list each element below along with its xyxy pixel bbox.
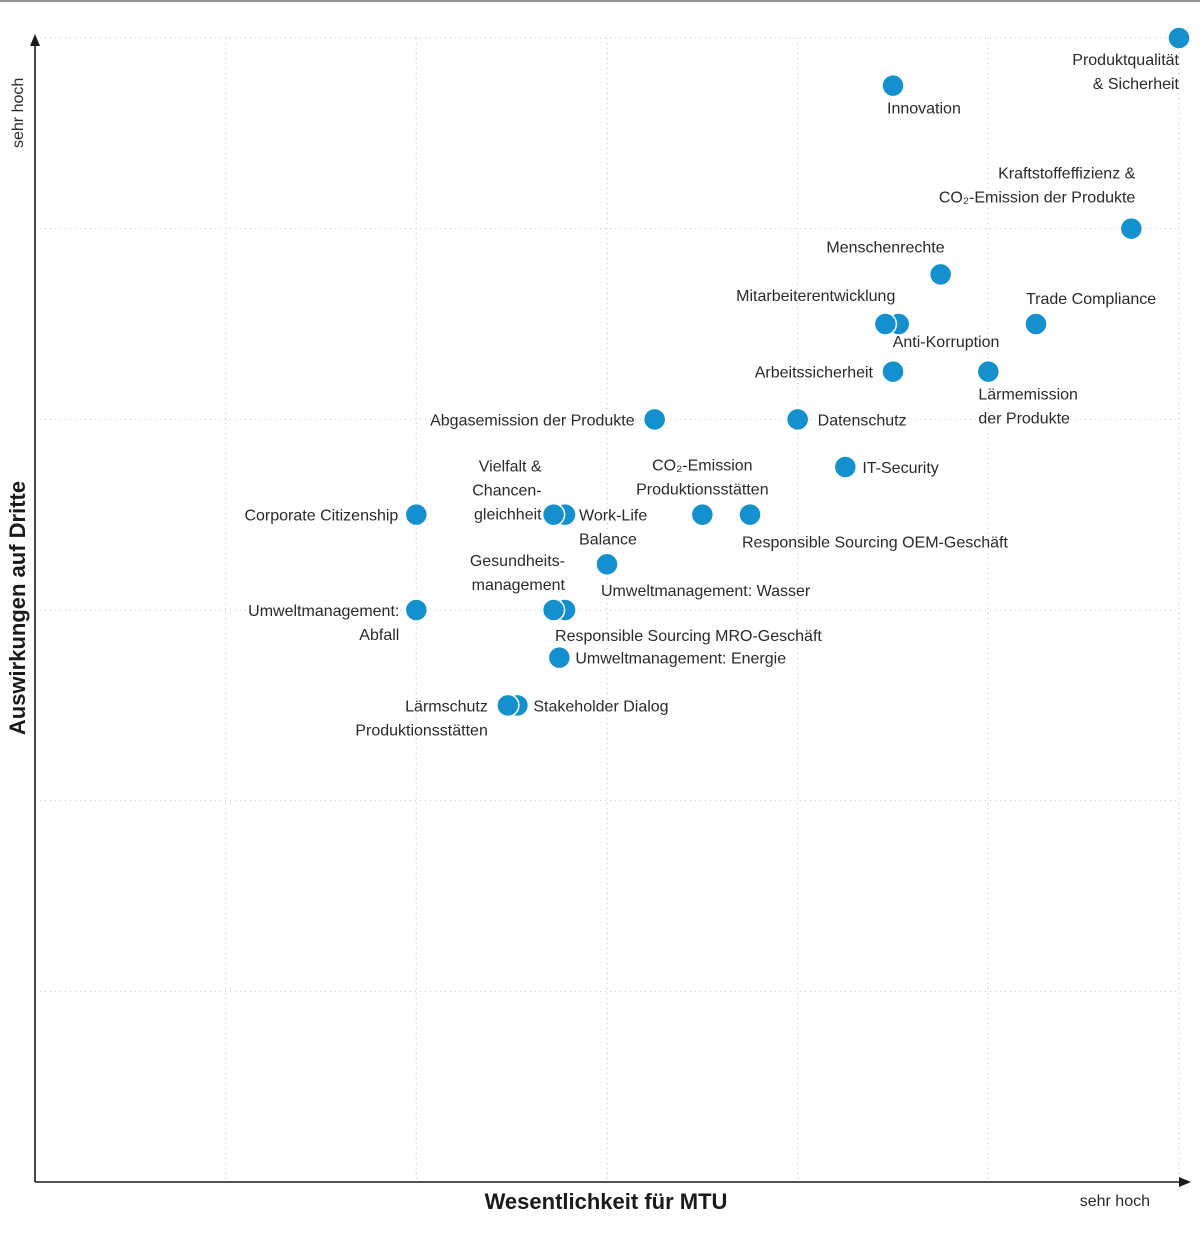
point-label: Corporate Citizenship — [244, 508, 398, 525]
data-point[interactable] — [873, 312, 898, 336]
point-label-line: Balance — [579, 532, 637, 549]
point-label-line: Chancen- — [472, 483, 541, 500]
x-axis-max-label: sehr hoch — [1080, 1193, 1150, 1210]
point-label: Produktqualität & Sicherheit — [1072, 52, 1179, 93]
point-label-line: Responsible Sourcing OEM-Geschäft — [742, 535, 1008, 552]
point-label: Responsible Sourcing OEM-Geschäft — [742, 535, 1008, 552]
data-point[interactable] — [881, 73, 905, 98]
point-label-line: Anti-Korruption — [893, 334, 1000, 351]
data-point[interactable] — [976, 359, 1001, 384]
point-label: Lärmschutz Produktionsstätten — [355, 698, 488, 739]
point-label-line: Stakeholder Dialog — [533, 698, 668, 715]
point-label: Umweltmanagement: Abfall — [248, 603, 399, 644]
point-label: Mitarbeiterentwicklung — [736, 288, 895, 305]
point-label: Menschenrechte — [826, 239, 944, 256]
point-label-line: Vielfalt & — [479, 459, 542, 476]
x-axis-title: Wesentlichkeit für MTU — [485, 1189, 728, 1214]
point-label-line: Umweltmanagement: Wasser — [601, 583, 811, 600]
point-label: Abgasemission der Produkte — [430, 412, 635, 429]
point-label: Responsible Sourcing MRO-Geschäft — [555, 628, 822, 645]
y-axis-arrow-icon — [30, 34, 40, 46]
point-label-line: Responsible Sourcing MRO-Geschäft — [555, 628, 822, 645]
x-axis-arrow-icon — [1179, 1177, 1191, 1187]
data-point[interactable] — [833, 455, 858, 479]
point-label-line: Umweltmanagement: Energie — [575, 651, 786, 668]
y-axis-max-label: sehr hoch — [10, 78, 27, 148]
data-point[interactable] — [1024, 312, 1048, 336]
data-point[interactable] — [541, 502, 566, 527]
point-label: Stakeholder Dialog — [533, 698, 668, 715]
data-point[interactable] — [404, 502, 429, 527]
point-label-line: Umweltmanagement: — [248, 603, 399, 620]
point-labels: Produktqualität & Sicherheit Innovation Kra… — [244, 52, 1179, 739]
point-label: Arbeitssicherheit — [755, 365, 874, 382]
data-point[interactable] — [547, 645, 572, 670]
data-points — [404, 26, 1191, 718]
point-label-line: Lärmemission — [978, 387, 1078, 404]
point-label: Umweltmanagement: Energie — [575, 651, 786, 668]
point-label: Work-Life Balance — [579, 508, 647, 549]
point-label-line: Mitarbeiterentwicklung — [736, 288, 895, 305]
data-point[interactable] — [1167, 26, 1191, 50]
data-point[interactable] — [881, 359, 905, 384]
point-label: Datenschutz — [818, 412, 907, 429]
point-label: IT-Security — [862, 460, 938, 477]
point-label-line: Abgasemission der Produkte — [430, 412, 635, 429]
point-label-line: Lärmschutz — [405, 698, 488, 715]
data-point[interactable] — [1119, 216, 1144, 241]
data-point[interactable] — [785, 407, 810, 432]
point-label: Kraftstoffeffizienz & CO₂-Emission der Pr… — [939, 166, 1136, 207]
point-label-line: Innovation — [887, 101, 961, 118]
data-point[interactable] — [738, 502, 762, 527]
point-label-line: Produktqualität — [1072, 52, 1179, 69]
point-label-line: Gesundheits- — [470, 553, 565, 570]
point-label: Vielfalt & Chancen-gleichheit — [472, 459, 542, 524]
point-label-line: Kraftstoffeffizienz & — [998, 166, 1136, 183]
data-point[interactable] — [928, 262, 953, 287]
point-label: CO₂-Emission Produktionsstätten — [636, 458, 769, 499]
data-point[interactable] — [690, 502, 715, 527]
data-point[interactable] — [642, 407, 667, 432]
point-label: Umweltmanagement: Wasser — [601, 583, 811, 600]
point-label-line: der Produkte — [978, 411, 1070, 428]
point-label: Gesundheits-management — [470, 553, 566, 594]
point-label: Anti-Korruption — [893, 334, 1000, 351]
y-axis-title: Auswirkungen auf Dritte — [5, 481, 30, 735]
data-point[interactable] — [595, 552, 619, 576]
data-point[interactable] — [404, 598, 429, 622]
point-label-line: Datenschutz — [818, 412, 907, 429]
data-point[interactable] — [541, 598, 566, 622]
point-label: Trade Compliance — [1026, 291, 1156, 308]
point-label: Innovation — [887, 101, 961, 118]
point-label-line: management — [472, 577, 566, 594]
point-label-line: Work-Life — [579, 508, 647, 525]
point-label-line: Menschenrechte — [826, 239, 944, 256]
point-label: Lärmemission der Produkte — [978, 387, 1078, 428]
data-point[interactable] — [496, 693, 520, 718]
point-label-line: gleichheit — [474, 507, 542, 524]
point-label-line: IT-Security — [862, 460, 938, 477]
point-label-line: Trade Compliance — [1026, 291, 1156, 308]
point-label-line: Produktionsstätten — [355, 722, 488, 739]
point-label-line: Abfall — [359, 627, 399, 644]
point-label-line: Arbeitssicherheit — [755, 365, 874, 382]
point-label-line: Corporate Citizenship — [244, 508, 398, 525]
point-label-line: CO₂-Emission — [652, 458, 752, 475]
point-label-line: Produktionsstätten — [636, 482, 769, 499]
point-label-line: & Sicherheit — [1093, 76, 1180, 93]
point-label-line: CO₂-Emission der Produkte — [939, 190, 1136, 207]
grid-lines — [35, 37, 1180, 1182]
